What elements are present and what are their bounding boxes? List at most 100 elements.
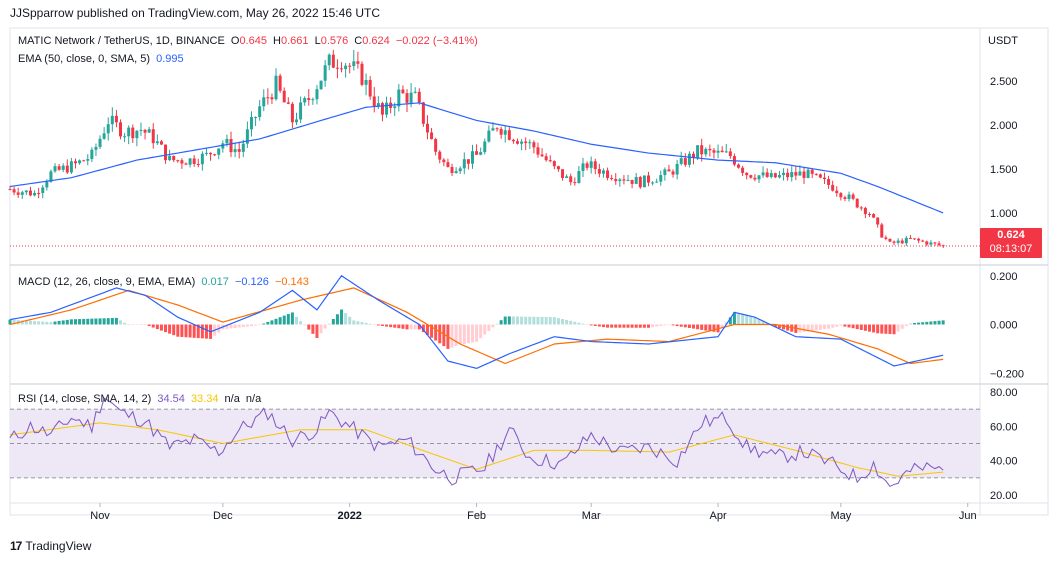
macd-histogram-bar	[646, 324, 650, 328]
macd-histogram-bar	[102, 318, 106, 325]
candle	[200, 153, 204, 165]
candle	[511, 139, 515, 142]
candle	[233, 149, 237, 153]
macd-histogram-bar	[630, 324, 634, 328]
candle	[491, 128, 495, 131]
macd-histogram-bar	[720, 324, 724, 328]
macd-histogram-bar	[299, 321, 303, 325]
open-label: O	[230, 35, 240, 47]
candle	[867, 214, 871, 216]
candle	[98, 138, 102, 147]
candle	[41, 187, 45, 194]
candle	[180, 160, 184, 164]
macd-histogram-bar	[430, 324, 434, 338]
macd-histogram-bar	[831, 324, 835, 328]
candle	[569, 176, 573, 183]
candle	[552, 161, 556, 167]
candle	[16, 192, 20, 195]
macd-histogram-bar	[348, 316, 352, 325]
macd-histogram-bar	[589, 324, 593, 326]
candle	[634, 177, 638, 184]
macd-histogram-bar	[782, 324, 786, 330]
candle	[458, 168, 462, 172]
macd-histogram-bar	[896, 324, 900, 332]
candle	[335, 67, 339, 69]
candle	[601, 170, 605, 174]
macd-histogram-bar	[73, 319, 77, 325]
candle	[78, 160, 82, 164]
macd-histogram-bar	[548, 317, 552, 325]
candle	[405, 93, 409, 103]
macd-histogram-bar	[241, 324, 245, 328]
candle	[409, 92, 413, 103]
close-value: 0.624	[362, 35, 390, 47]
candle	[299, 102, 303, 120]
macd-histogram-bar	[941, 320, 945, 325]
candle	[712, 150, 716, 153]
macd-histogram-bar	[327, 323, 331, 325]
macd-histogram-bar	[229, 324, 233, 329]
candle	[319, 80, 323, 90]
candle	[331, 54, 335, 68]
macd-histogram-bar	[487, 324, 491, 331]
macd-histogram-bar	[303, 324, 307, 326]
macd-histogram-bar	[565, 319, 569, 325]
macd-histogram-bar	[385, 324, 389, 327]
macd-histogram-bar	[540, 316, 544, 325]
candle	[520, 141, 524, 144]
candle	[597, 169, 601, 174]
brand[interactable]: 17 TradingView	[10, 539, 91, 553]
candle	[106, 124, 110, 134]
candle	[221, 143, 225, 149]
candle	[925, 241, 929, 245]
macd-histogram-bar	[94, 318, 98, 325]
candle	[900, 240, 904, 244]
macd-histogram-bar	[389, 324, 393, 328]
price-unit-label: USDT	[988, 35, 1018, 47]
candle	[888, 238, 892, 242]
candle	[135, 130, 139, 139]
x-tick-label: Mar	[582, 510, 601, 522]
candle	[786, 172, 790, 178]
candle	[630, 179, 634, 184]
candle	[642, 175, 646, 188]
macd-histogram-bar	[307, 324, 311, 330]
candle	[896, 240, 900, 243]
candle	[892, 241, 896, 243]
macd-histogram-bar	[651, 324, 655, 328]
candle	[720, 150, 724, 153]
rsi-tick-label: 80.00	[990, 387, 1018, 399]
candle	[589, 161, 593, 168]
candle	[741, 167, 745, 173]
candle	[806, 169, 810, 178]
macd-histogram-bar	[741, 314, 745, 325]
macd-histogram-bar	[282, 315, 286, 325]
macd-histogram-bar	[700, 324, 704, 330]
macd-histogram-bar	[601, 324, 605, 328]
candle	[495, 128, 499, 130]
macd-histogram-bar	[483, 324, 487, 335]
candle	[880, 224, 884, 238]
high-value: 0.661	[280, 35, 309, 47]
macd-histogram-bar	[704, 324, 708, 331]
macd-histogram-bar	[466, 324, 470, 344]
candle	[352, 61, 356, 67]
candle	[663, 169, 667, 176]
macd-histogram-bar	[37, 321, 41, 325]
macd-histogram-bar	[544, 317, 548, 325]
macd-histogram-bar	[196, 324, 200, 339]
candle	[282, 90, 286, 103]
chart-frame	[9, 27, 1049, 516]
candle	[917, 238, 921, 241]
candle	[8, 189, 12, 191]
candle	[65, 165, 69, 173]
candle	[790, 172, 794, 178]
candle	[794, 172, 798, 176]
candle	[728, 151, 732, 157]
rsi-value: 34.54	[157, 393, 185, 405]
candle	[700, 145, 704, 155]
macd-histogram-bar	[86, 318, 90, 325]
candle	[532, 142, 536, 148]
candle	[904, 237, 908, 244]
